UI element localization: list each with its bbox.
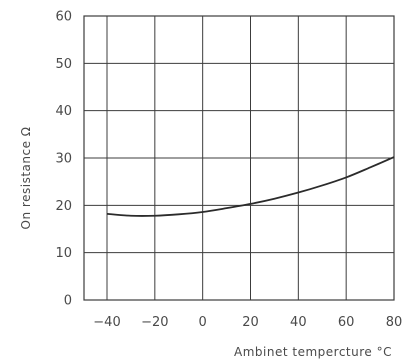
x-tick-label: 0 [199, 315, 207, 330]
x-tick-label: 40 [290, 315, 307, 330]
y-axis-label: On resistance Ω [19, 127, 33, 230]
y-tick-label: 30 [55, 152, 72, 167]
series-line [106, 156, 395, 217]
y-tick-label: 40 [55, 104, 72, 119]
y-tick-label: 60 [55, 10, 72, 25]
x-tick-label: 20 [242, 315, 259, 330]
y-tick-label: 0 [64, 294, 72, 309]
tick-labels: 0 10 20 30 40 50 60 −40 −20 0 20 40 60 80 [55, 10, 402, 331]
x-axis-label: Ambinet tempercture °C [234, 345, 392, 359]
y-tick-label: 20 [55, 199, 72, 214]
x-tick-label: 60 [338, 315, 355, 330]
x-tick-label: −40 [93, 315, 120, 330]
x-tick-label: 80 [386, 315, 403, 330]
y-tick-label: 50 [55, 57, 72, 72]
grid [83, 15, 395, 301]
series-layer [106, 156, 395, 217]
x-tick-label: −20 [141, 315, 168, 330]
y-tick-label: 10 [55, 246, 72, 261]
